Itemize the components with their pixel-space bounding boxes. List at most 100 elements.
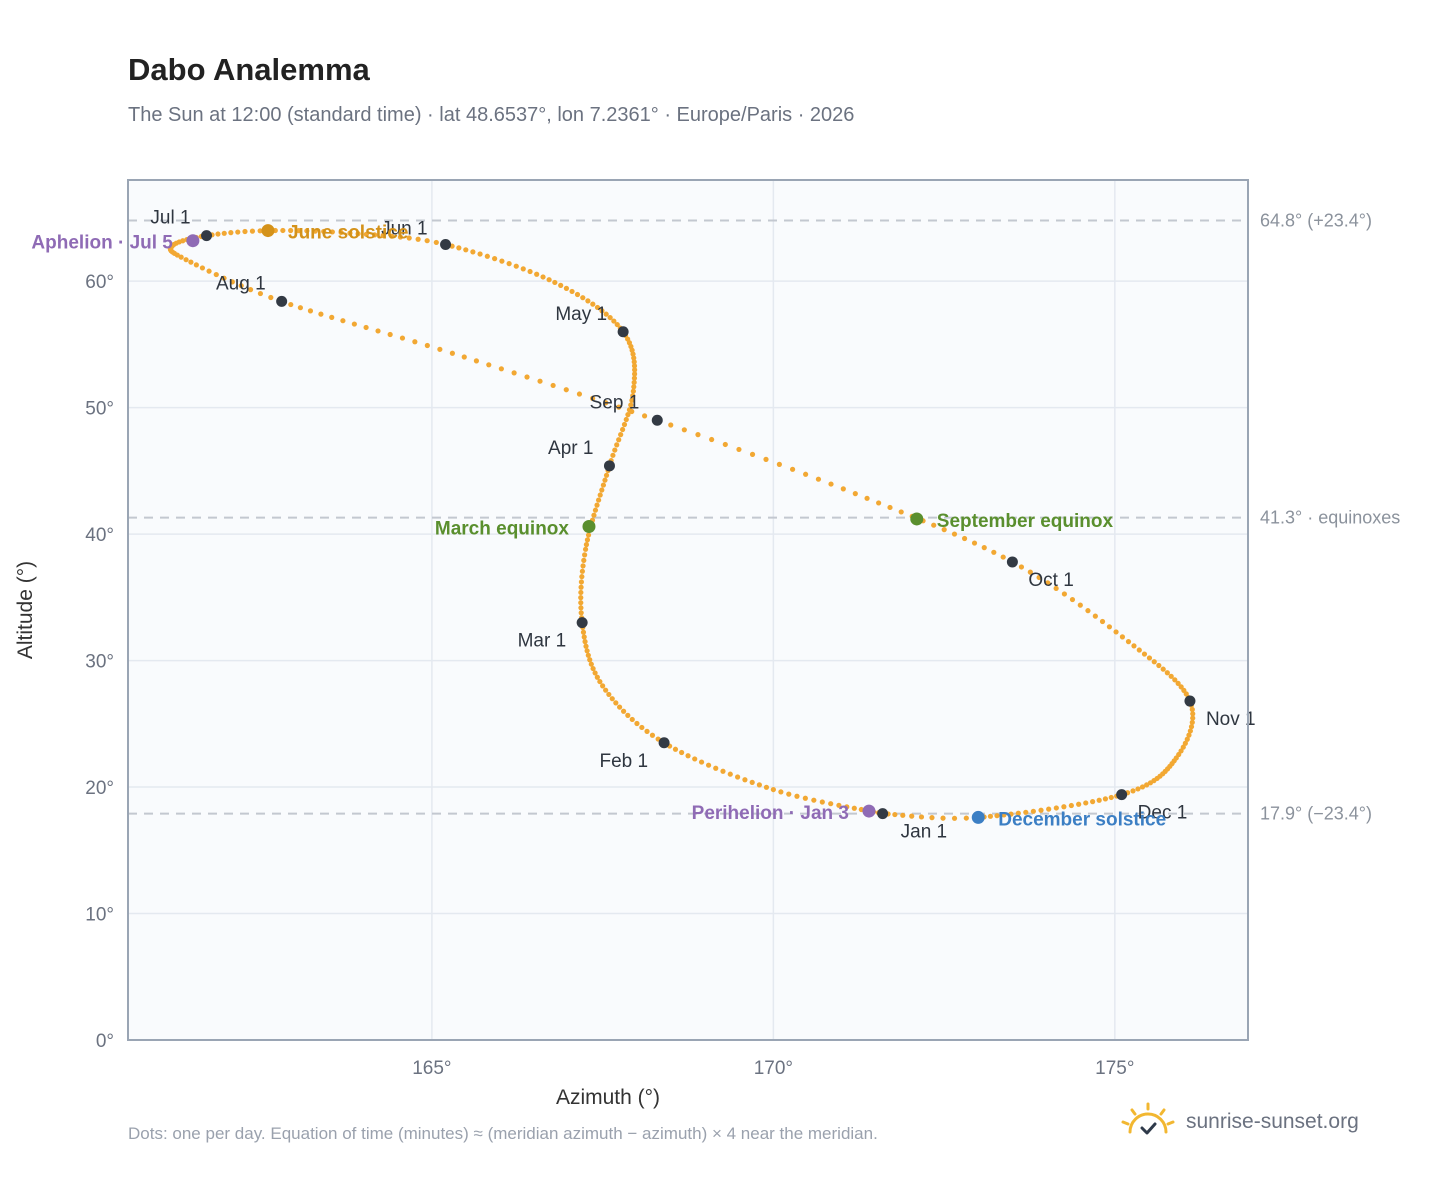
day-dot [280,227,286,234]
day-dot [499,258,505,264]
day-dot [412,339,418,345]
day-dot [1125,639,1132,645]
day-dot [578,610,584,616]
day-dot [1106,624,1113,630]
brand[interactable]: sunrise-sunset.org [1120,1102,1359,1142]
day-dot [456,245,462,251]
day-dot [994,813,1000,819]
day-dot [594,304,601,311]
month-label: May 1 [555,304,607,325]
day-dot [580,295,586,301]
day-dot [578,589,584,596]
day-dot [1130,788,1136,794]
y-axis-title: Altitude (°) [14,561,37,659]
day-dot [898,509,904,515]
day-dot [610,452,616,458]
day-dot [815,476,822,482]
day-dot [363,231,369,237]
month-marker [617,326,629,338]
y-tick-label: 50° [85,399,114,420]
day-dot [749,779,755,785]
day-dot [580,629,587,635]
day-dot [789,466,796,472]
day-dot [828,481,834,487]
reference-label: 64.8° (+23.4°) [1260,210,1372,230]
day-dot [268,294,274,301]
day-dot [1077,602,1083,608]
x-tick-label: 175° [1095,1058,1134,1079]
day-dot [828,801,834,807]
day-dot [486,362,492,368]
day-dot [918,814,925,820]
day-dot [1069,596,1076,603]
day-dot [713,765,719,771]
day-dot [763,784,770,790]
day-dot [1008,811,1014,817]
month-label: Mar 1 [518,631,567,652]
day-dot [1092,613,1098,619]
day-dot [1015,810,1021,816]
event-marker [582,520,596,534]
day-dot [257,228,263,234]
day-dot [634,720,640,727]
day-dot [506,261,512,267]
day-dot [347,230,353,236]
day-dot [1102,796,1109,802]
day-dot [620,426,626,433]
plot-frame [127,179,1249,1041]
day-dot [591,512,597,518]
chart-footnote: Dots: one per day. Equation of time (min… [128,1124,878,1143]
brand-name[interactable]: sunrise-sunset.org [1186,1110,1359,1133]
x-tick-label: 170° [754,1058,793,1079]
day-dot [597,492,603,498]
day-dot [616,437,622,443]
day-dot [249,228,256,234]
day-dot [991,549,997,555]
month-marker [877,808,889,820]
day-dot [709,436,715,443]
day-dot [355,231,361,237]
day-dot [1083,800,1089,806]
day-dot [836,802,842,808]
day-dot [1090,799,1096,805]
day-dot [449,350,455,356]
chart-subtitle: The Sun at 12:00 (standard time) · lat 4… [128,104,855,126]
day-dot [1027,569,1033,575]
day-dot [461,354,467,360]
day-dot [695,432,701,438]
day-dot [649,732,656,738]
day-dot [581,634,587,640]
day-dot [727,771,733,777]
day-dot [1023,809,1029,815]
day-dot [929,815,935,821]
day-dot [590,665,596,672]
day-dot [631,355,637,361]
day-dot [951,531,958,537]
day-dot [318,311,324,317]
day-dot [590,395,596,401]
day-dot [546,277,552,283]
day-dot [229,279,235,285]
day-dot [527,268,533,275]
event-marker [862,804,876,818]
day-dot [312,228,318,234]
day-dot [618,432,624,438]
event-label: June solstice [288,223,408,244]
y-tick-label: 0° [96,1031,114,1052]
day-dot [540,274,546,280]
day-dot [288,301,294,308]
day-dot [578,605,584,611]
day-dot [735,774,741,780]
day-dot [786,791,792,797]
day-dot [178,254,184,260]
day-dot [498,366,504,372]
day-dot [602,477,608,483]
day-dot [679,749,685,756]
day-dot [629,408,635,415]
month-label: Oct 1 [1028,570,1073,591]
day-dot [578,579,585,585]
day-dot [631,384,637,390]
day-dot [583,542,590,548]
month-marker [1116,789,1128,801]
day-dot [588,661,594,667]
